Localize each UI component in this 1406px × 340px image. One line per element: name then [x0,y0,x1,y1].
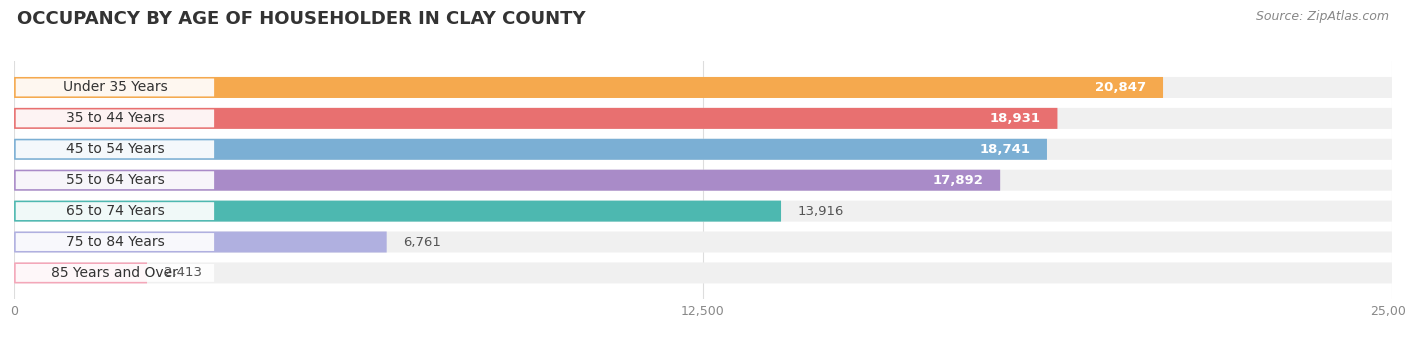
FancyBboxPatch shape [15,264,214,282]
FancyBboxPatch shape [14,139,1047,160]
FancyBboxPatch shape [14,201,782,222]
FancyBboxPatch shape [14,170,1000,191]
Text: 6,761: 6,761 [404,236,441,249]
Text: Source: ZipAtlas.com: Source: ZipAtlas.com [1256,10,1389,23]
FancyBboxPatch shape [14,108,1392,129]
Text: 55 to 64 Years: 55 to 64 Years [66,173,165,187]
Text: 75 to 84 Years: 75 to 84 Years [66,235,165,249]
FancyBboxPatch shape [15,109,214,127]
FancyBboxPatch shape [14,77,1163,98]
FancyBboxPatch shape [14,77,1392,98]
FancyBboxPatch shape [14,139,1392,160]
FancyBboxPatch shape [15,202,214,220]
Text: 17,892: 17,892 [932,174,984,187]
Text: OCCUPANCY BY AGE OF HOUSEHOLDER IN CLAY COUNTY: OCCUPANCY BY AGE OF HOUSEHOLDER IN CLAY … [17,10,585,28]
FancyBboxPatch shape [15,171,214,189]
FancyBboxPatch shape [14,170,1392,191]
FancyBboxPatch shape [14,232,1392,253]
FancyBboxPatch shape [14,262,1392,284]
Text: 65 to 74 Years: 65 to 74 Years [66,204,165,218]
Text: 20,847: 20,847 [1095,81,1146,94]
FancyBboxPatch shape [15,140,214,158]
Text: 35 to 44 Years: 35 to 44 Years [66,112,165,125]
FancyBboxPatch shape [14,108,1057,129]
Text: Under 35 Years: Under 35 Years [62,81,167,95]
Text: 2,413: 2,413 [163,267,201,279]
Text: 18,741: 18,741 [980,143,1031,156]
Text: 45 to 54 Years: 45 to 54 Years [66,142,165,156]
FancyBboxPatch shape [14,201,1392,222]
FancyBboxPatch shape [15,79,214,97]
FancyBboxPatch shape [15,233,214,251]
Text: 85 Years and Over: 85 Years and Over [52,266,179,280]
Text: 13,916: 13,916 [797,205,844,218]
FancyBboxPatch shape [14,262,148,284]
Text: 18,931: 18,931 [990,112,1040,125]
FancyBboxPatch shape [14,232,387,253]
